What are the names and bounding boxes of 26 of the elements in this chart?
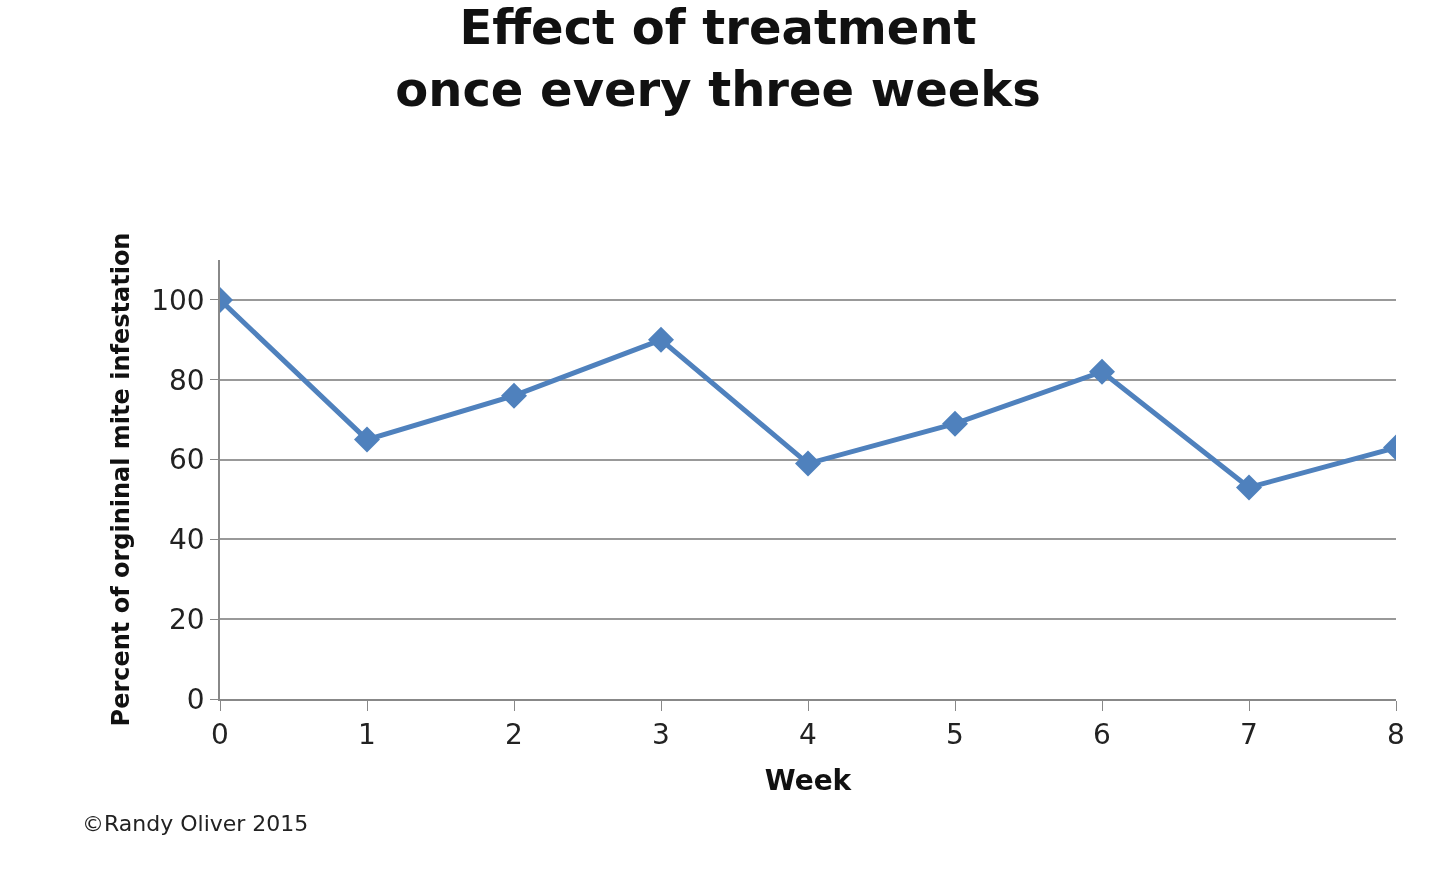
x-tick-label: 6 [1093, 718, 1111, 752]
point [795, 450, 821, 477]
x-tick-label: 0 [211, 718, 229, 752]
x-tick-label: 3 [652, 718, 670, 752]
point [1089, 358, 1115, 385]
y-tick-label: 80 [169, 363, 205, 397]
y-tick-label: 100 [151, 283, 205, 317]
x-tick-label: 4 [799, 718, 817, 752]
point [942, 410, 968, 437]
y-tick-label: 0 [186, 682, 205, 716]
x-axis-title: Week [764, 763, 853, 797]
x-tick-label: 8 [1387, 718, 1405, 752]
point [1236, 474, 1262, 501]
y-axis-title: Percent of orgininal mite infestation [106, 232, 135, 727]
text: ©Randy Oliver 2015 [82, 811, 309, 836]
chart-title: Effect of treatment once every three weeks [395, 0, 1041, 118]
point [501, 382, 527, 409]
point [648, 326, 674, 353]
x-tick-label: 1 [358, 718, 376, 752]
x-tick-label: 5 [946, 718, 964, 752]
y-tick-label: 40 [169, 523, 205, 557]
point [354, 426, 380, 453]
x-tick-label: 7 [1240, 718, 1258, 752]
y-tick-label: 20 [169, 602, 205, 636]
x-tick-label: 2 [505, 718, 523, 752]
y-tick-label: 60 [169, 443, 205, 477]
